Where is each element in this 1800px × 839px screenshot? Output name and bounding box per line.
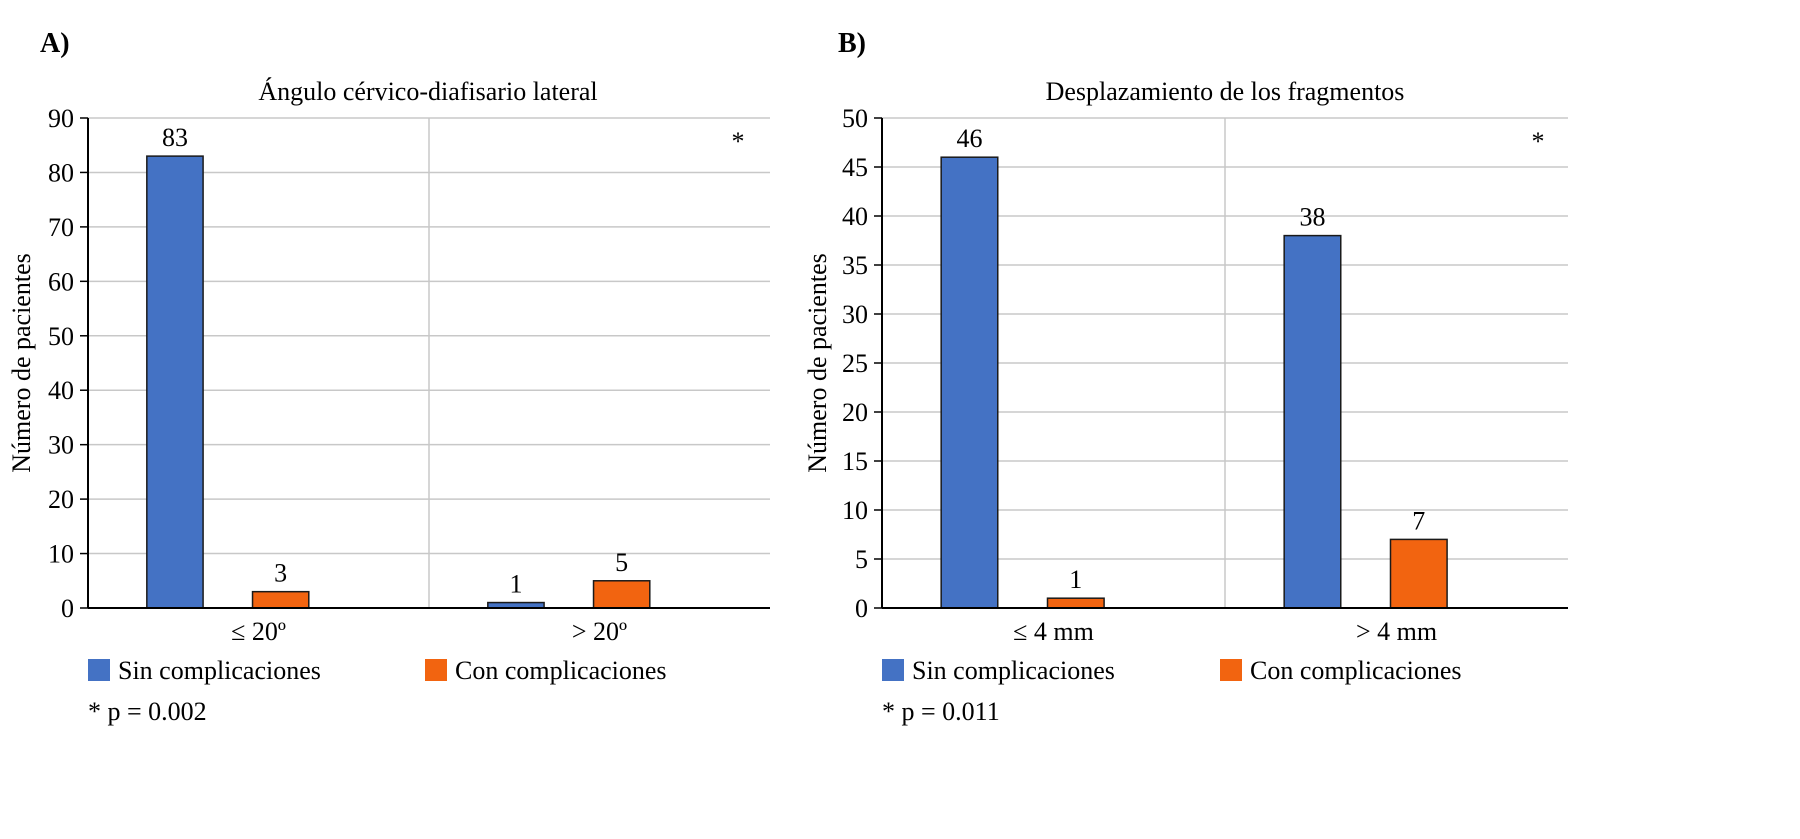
y-tick-label: 20 [48, 485, 74, 514]
y-tick-label: 10 [48, 540, 74, 569]
y-tick-label: 20 [842, 398, 868, 427]
data-label: 1 [1069, 565, 1082, 594]
y-tick-label: 5 [855, 545, 868, 574]
panel-label: A) [40, 28, 70, 59]
p-value-footnote: * p = 0.011 [882, 697, 1000, 726]
y-tick-label: 50 [842, 104, 868, 133]
legend-swatch [88, 659, 110, 681]
significance-marker: * [1532, 127, 1545, 156]
x-tick-label: > 4 mm [1356, 617, 1437, 646]
panel-label: B) [838, 28, 866, 59]
chart-panel-b: B)Desplazamiento de los fragmentos051015… [803, 28, 1568, 726]
y-tick-label: 0 [61, 594, 74, 623]
data-label: 3 [274, 559, 287, 588]
data-label: 5 [615, 548, 628, 577]
y-tick-label: 90 [48, 104, 74, 133]
y-tick-label: 40 [842, 202, 868, 231]
legend-swatch [882, 659, 904, 681]
chart-panel-a: A) Ángulo cérvico-diafisario lateral 0 10 20… [7, 28, 770, 726]
bar-sin-complicaciones [940, 156, 999, 609]
legend-label: Sin complicaciones [912, 656, 1115, 685]
data-label: 83 [162, 123, 188, 152]
legend-label: Sin complicaciones [118, 656, 321, 685]
x-tick-label: > 20º [572, 617, 627, 646]
y-tick-label: 0 [855, 594, 868, 623]
y-tick-label: 60 [48, 267, 74, 296]
bar-sin-complicaciones [146, 155, 204, 609]
y-tick-label: 25 [842, 349, 868, 378]
x-tick-label: ≤ 4 mm [1013, 617, 1094, 646]
legend-label: Con complicaciones [455, 656, 667, 685]
bar-con-complicaciones [251, 590, 310, 609]
y-tick-label: 45 [842, 153, 868, 182]
data-label: 7 [1412, 506, 1425, 535]
data-label: 46 [956, 124, 982, 153]
p-value-footnote: * p = 0.002 [88, 697, 207, 726]
y-tick-label: 40 [48, 376, 74, 405]
legend-label: Con complicaciones [1250, 656, 1462, 685]
bar-con-complicaciones [1046, 597, 1105, 609]
data-label: 1 [509, 570, 522, 599]
y-tick-label: 80 [48, 158, 74, 187]
bar-sin-complicaciones [1283, 234, 1342, 609]
y-tick-label: 30 [842, 300, 868, 329]
y-tick-label: 35 [842, 251, 868, 280]
y-tick-label: 30 [48, 431, 74, 460]
chart-title: Ángulo cérvico-diafisario lateral [258, 77, 597, 106]
bar-con-complicaciones [592, 580, 651, 609]
y-tick-label: 15 [842, 447, 868, 476]
significance-marker: * [732, 127, 745, 156]
data-label: 38 [1299, 203, 1325, 232]
y-tick-label: 50 [48, 322, 74, 351]
legend-swatch [425, 659, 447, 681]
y-axis-label: Número de pacientes [7, 253, 36, 472]
y-tick-label: 70 [48, 213, 74, 242]
y-axis-label: Número de pacientes [803, 253, 832, 472]
legend-swatch [1220, 659, 1242, 681]
chart-title: Desplazamiento de los fragmentos [1046, 77, 1405, 106]
y-tick-label: 10 [842, 496, 868, 525]
x-tick-label: ≤ 20º [231, 617, 286, 646]
bar-con-complicaciones [1389, 538, 1448, 609]
